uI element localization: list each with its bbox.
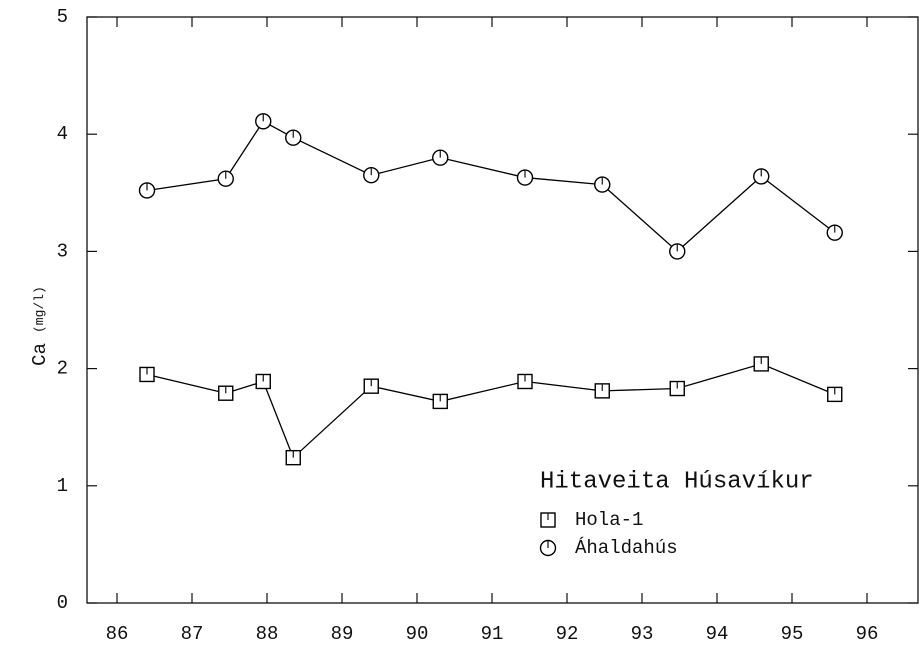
y-axis-label: Ca (mg/l) [29, 286, 51, 366]
circle-marker [255, 113, 272, 130]
series-line [146, 363, 835, 459]
y-tick-label: 1 [57, 475, 68, 497]
series-line [146, 120, 836, 253]
x-tick-label: 87 [181, 623, 204, 645]
circle-marker [539, 539, 557, 557]
y-tick-label: 3 [57, 240, 68, 262]
circle-marker [363, 167, 380, 184]
x-tick-label: 94 [706, 623, 729, 645]
square-marker [594, 383, 610, 399]
x-tick-label: 92 [556, 623, 579, 645]
square-marker [432, 393, 448, 410]
y-tick-label: 0 [57, 592, 68, 614]
square-marker [517, 373, 533, 390]
square-marker [285, 449, 301, 466]
plot-frame [86, 16, 919, 604]
circle-marker [516, 169, 534, 186]
circle-marker [594, 176, 611, 193]
x-tick-label: 96 [856, 623, 879, 645]
circle-marker [432, 149, 449, 166]
square-marker [753, 356, 769, 372]
circle-marker [753, 168, 770, 185]
x-tick-label: 89 [331, 623, 354, 645]
y-tick-label: 2 [57, 358, 68, 380]
legend-label: Áhaldahús [575, 537, 678, 559]
y-tick-label: 4 [57, 123, 68, 145]
square-marker [218, 385, 234, 401]
circle-marker [669, 243, 686, 260]
square-marker [540, 512, 556, 528]
x-tick-label: 90 [406, 623, 429, 645]
circle-marker [285, 129, 302, 146]
circle-marker [217, 170, 234, 187]
x-tick-label: 93 [631, 623, 654, 645]
square-marker [255, 373, 271, 390]
square-marker [827, 386, 843, 403]
square-marker [139, 366, 155, 383]
x-tick-label: 88 [256, 623, 279, 645]
legend-title: Hitaveita Húsavíkur [540, 468, 814, 495]
x-tick-label: 91 [481, 623, 504, 645]
square-marker [363, 378, 379, 394]
legend-label: Hola-1 [575, 509, 643, 531]
circle-marker [826, 224, 843, 241]
x-tick-label: 95 [781, 623, 804, 645]
y-tick-label: 5 [57, 6, 68, 28]
y-label: Ca [29, 343, 51, 366]
square-marker [669, 380, 685, 397]
circle-marker [138, 182, 156, 199]
y-label-unit: (mg/l) [32, 286, 47, 333]
x-tick-label: 86 [106, 623, 129, 645]
